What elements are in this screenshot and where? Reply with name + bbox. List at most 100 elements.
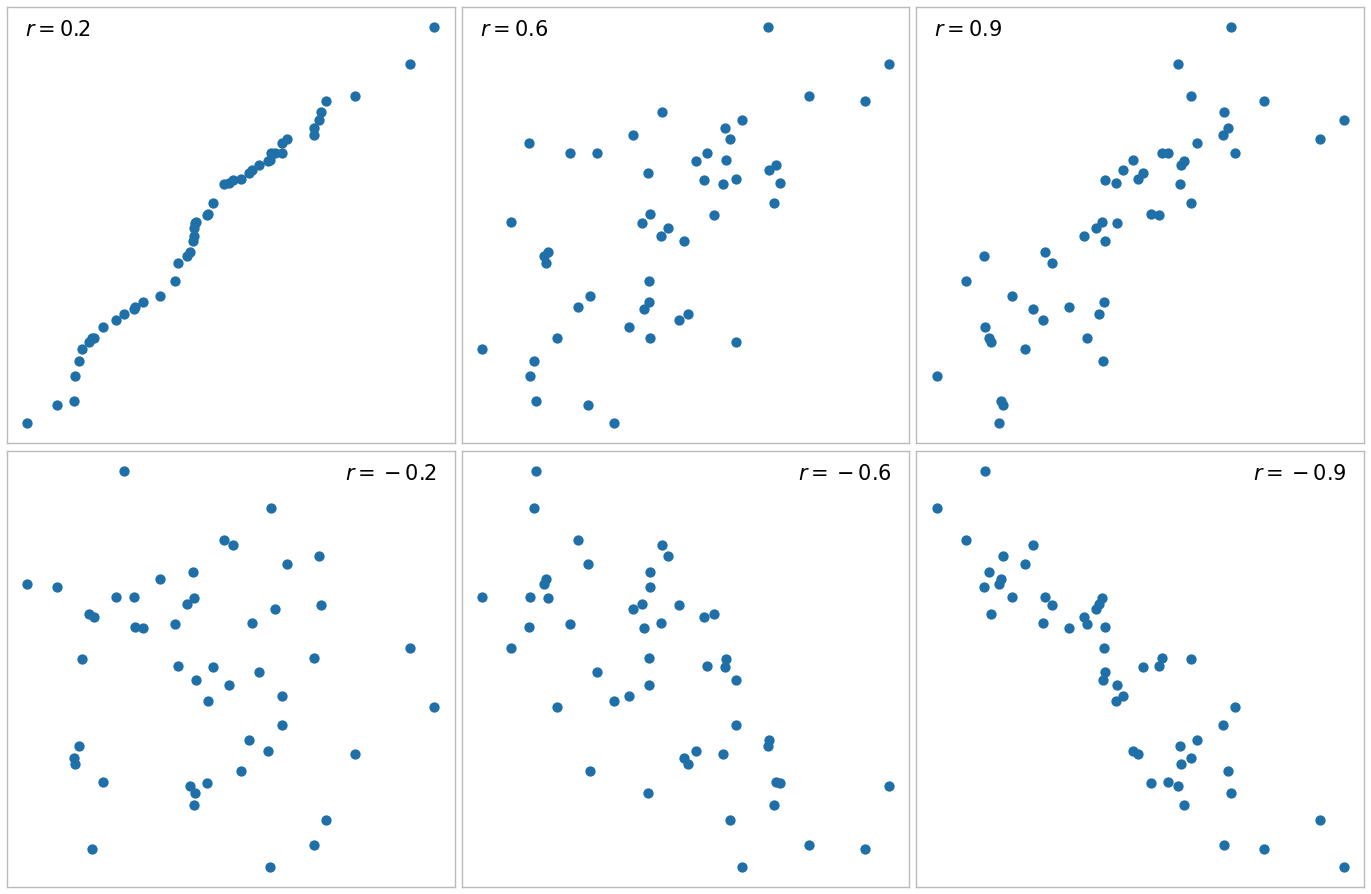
Point	[603, 694, 625, 708]
Point	[167, 256, 189, 270]
Point	[925, 368, 947, 383]
Point	[1001, 590, 1023, 604]
Point	[980, 334, 1002, 349]
Point	[1021, 302, 1043, 316]
Point	[1186, 733, 1208, 747]
Point	[1041, 256, 1063, 270]
Point	[1157, 147, 1179, 161]
Point	[1213, 838, 1235, 852]
Point	[344, 746, 366, 761]
Point	[978, 565, 999, 579]
Point	[1220, 786, 1242, 800]
Point	[712, 746, 733, 761]
Point	[104, 590, 126, 604]
Point	[990, 393, 1012, 408]
Point	[546, 700, 568, 714]
Text: $r = 0.2$: $r = 0.2$	[25, 20, 90, 40]
Point	[525, 393, 547, 408]
Point	[651, 105, 673, 119]
Point	[1253, 842, 1275, 856]
Point	[218, 678, 240, 692]
Point	[1169, 738, 1191, 753]
Point	[500, 215, 522, 229]
Point	[308, 113, 330, 127]
Point	[424, 20, 446, 34]
Point	[725, 718, 747, 732]
Point	[758, 163, 780, 177]
Point	[673, 751, 695, 765]
Point	[1076, 617, 1098, 631]
Point	[622, 602, 644, 616]
Point	[559, 617, 581, 631]
Point	[167, 659, 189, 673]
Point	[182, 229, 204, 243]
Point	[577, 557, 599, 571]
Point	[579, 289, 600, 303]
Point	[1224, 700, 1246, 714]
Point	[765, 157, 787, 172]
Point	[82, 610, 104, 624]
Point	[1131, 166, 1153, 181]
Point	[104, 313, 126, 327]
Point	[1094, 664, 1116, 679]
Point	[239, 166, 260, 181]
Point	[239, 733, 260, 747]
Point	[1112, 688, 1134, 703]
Point	[877, 56, 899, 71]
Point	[1212, 128, 1234, 142]
Point	[78, 334, 100, 349]
Point	[16, 416, 38, 430]
Point	[315, 813, 337, 827]
Point	[765, 775, 787, 789]
Point	[579, 763, 600, 778]
Point	[603, 416, 625, 430]
Point	[639, 274, 661, 288]
Point	[64, 368, 86, 383]
Point	[112, 307, 134, 321]
Point	[1148, 659, 1169, 673]
Point	[673, 233, 695, 248]
Point	[520, 590, 542, 604]
Point	[175, 249, 197, 264]
Point	[260, 147, 282, 161]
Point	[638, 678, 659, 692]
Point	[196, 207, 218, 221]
Point	[633, 302, 655, 316]
Point	[769, 175, 791, 190]
Point	[248, 664, 270, 679]
Point	[716, 652, 738, 666]
Point	[1174, 798, 1196, 813]
Point	[203, 197, 225, 211]
Point	[1180, 751, 1202, 765]
Point	[622, 128, 644, 142]
Point	[587, 664, 609, 679]
Point	[1034, 244, 1056, 258]
Point	[82, 331, 104, 345]
Text: $r = 0.9$: $r = 0.9$	[934, 20, 1002, 40]
Point	[222, 173, 244, 187]
Point	[1127, 746, 1149, 761]
Point	[725, 334, 747, 349]
Point	[769, 775, 791, 789]
Point	[633, 621, 655, 636]
Point	[163, 274, 185, 288]
Point	[310, 597, 332, 611]
Point	[1333, 113, 1355, 127]
Point	[69, 738, 90, 753]
Point	[536, 256, 558, 270]
Point	[184, 221, 206, 235]
Point	[1021, 538, 1043, 552]
Point	[762, 798, 784, 813]
Point	[303, 121, 325, 135]
Point	[178, 779, 200, 793]
Point	[668, 597, 690, 611]
Point	[148, 289, 170, 303]
Point	[668, 313, 690, 327]
Point	[259, 153, 281, 167]
Point	[63, 393, 85, 408]
Point	[1309, 132, 1331, 147]
Point	[45, 580, 67, 595]
Point	[1089, 307, 1111, 321]
Point	[714, 660, 736, 674]
Point	[277, 557, 299, 571]
